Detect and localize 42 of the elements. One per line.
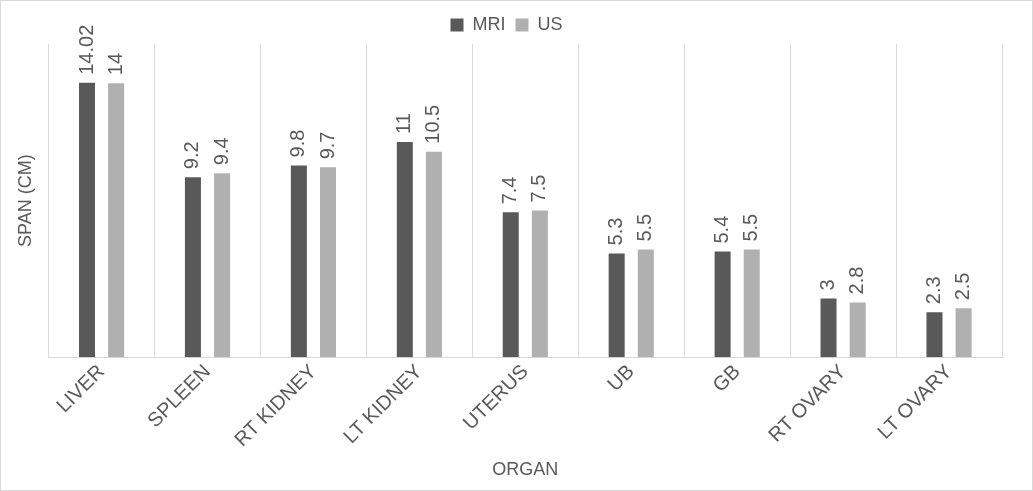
bar bbox=[214, 173, 231, 358]
bar bbox=[714, 251, 731, 358]
bar bbox=[637, 249, 654, 358]
data-label: 9.4 bbox=[209, 137, 232, 166]
data-label: 7.4 bbox=[498, 176, 521, 205]
bar bbox=[78, 82, 96, 358]
bar bbox=[425, 151, 442, 358]
data-label: 9.8 bbox=[286, 129, 309, 158]
bar bbox=[926, 312, 943, 358]
x-axis-title: ORGAN bbox=[492, 459, 559, 480]
data-label: 14.02 bbox=[74, 24, 97, 75]
bar bbox=[820, 298, 837, 358]
data-label: 2.8 bbox=[845, 266, 868, 295]
bar bbox=[531, 210, 548, 358]
bar bbox=[108, 83, 125, 358]
data-label: 3 bbox=[816, 279, 839, 291]
legend-label: US bbox=[537, 13, 563, 34]
data-label: 5.5 bbox=[739, 213, 762, 242]
x-tick-label: GB bbox=[707, 359, 744, 396]
bar bbox=[955, 308, 972, 358]
data-label: 9.7 bbox=[315, 131, 338, 160]
data-label: 5.3 bbox=[604, 217, 627, 246]
data-label: 11 bbox=[392, 113, 415, 134]
data-label: 10.5 bbox=[421, 104, 444, 144]
bar bbox=[608, 253, 625, 358]
data-label: 2.3 bbox=[921, 276, 944, 305]
bar bbox=[319, 167, 337, 358]
data-label: 5.4 bbox=[710, 215, 733, 244]
legend-label: MRI bbox=[472, 13, 506, 34]
bar bbox=[184, 177, 201, 358]
bar bbox=[396, 141, 413, 358]
bar bbox=[743, 249, 760, 358]
data-label: 7.5 bbox=[527, 174, 550, 203]
data-label: 9.2 bbox=[180, 141, 203, 170]
bar bbox=[849, 302, 866, 358]
bar bbox=[290, 165, 307, 358]
x-tick-label: UB bbox=[602, 359, 638, 396]
data-label: 2.5 bbox=[951, 272, 974, 301]
data-label: 14 bbox=[103, 52, 126, 76]
y-axis-title: SPAN (CM) bbox=[14, 154, 35, 247]
data-label: 5.5 bbox=[633, 213, 656, 242]
bar bbox=[502, 212, 519, 358]
